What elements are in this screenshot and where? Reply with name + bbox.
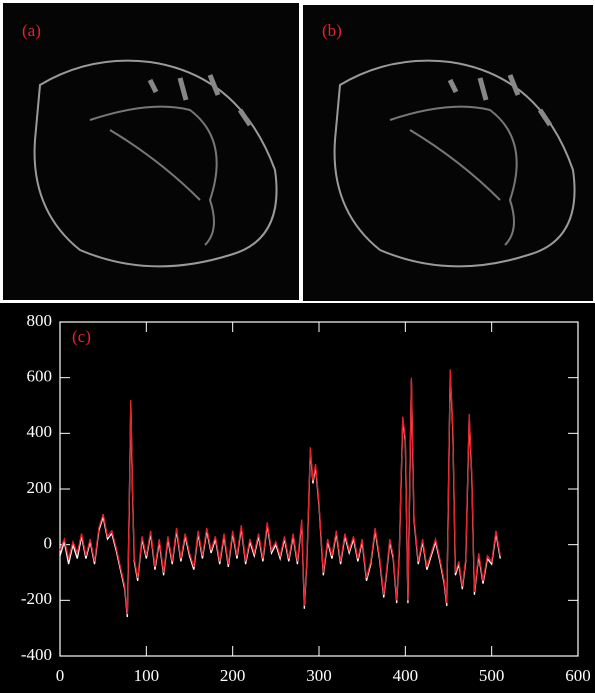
panel-label: (c) [72, 327, 91, 346]
y-tick-label: 400 [27, 422, 53, 441]
plot: -400 -200 0 200 400 600 800 0 100 200 300 400 500 600 [21, 311, 591, 685]
scan-b [333, 59, 576, 268]
panel-a: (a) [3, 3, 299, 300]
scan-structure [89, 105, 218, 246]
scan-blobs [147, 74, 253, 127]
x-tick-label: 600 [565, 666, 591, 685]
scan-structure [389, 105, 518, 246]
x-tick-label: 200 [220, 666, 246, 685]
x-tick-label: 0 [56, 666, 65, 685]
data-line [59, 369, 501, 615]
x-tick-label: 500 [479, 666, 505, 685]
scan-outline [333, 59, 576, 268]
scan-a [33, 59, 278, 268]
chart-background [0, 303, 595, 693]
y-tick-label: 600 [27, 367, 53, 386]
scan-outline [33, 59, 278, 268]
x-tick-label: 300 [306, 666, 332, 685]
x-tick-label: 400 [393, 666, 419, 685]
scan-blobs [447, 74, 553, 127]
x-tick-label: 100 [134, 666, 160, 685]
panel-label: (a) [22, 21, 41, 40]
panel-label: (b) [322, 21, 342, 40]
y-tick-label: -200 [21, 589, 52, 608]
y-tick-label: -400 [21, 645, 52, 664]
image-a [3, 3, 299, 300]
y-tick-label: 800 [27, 311, 53, 330]
y-tick-label: 0 [44, 534, 53, 553]
panel-b: (b) [303, 5, 593, 301]
image-b [303, 5, 593, 301]
y-tick-label: 200 [27, 478, 53, 497]
